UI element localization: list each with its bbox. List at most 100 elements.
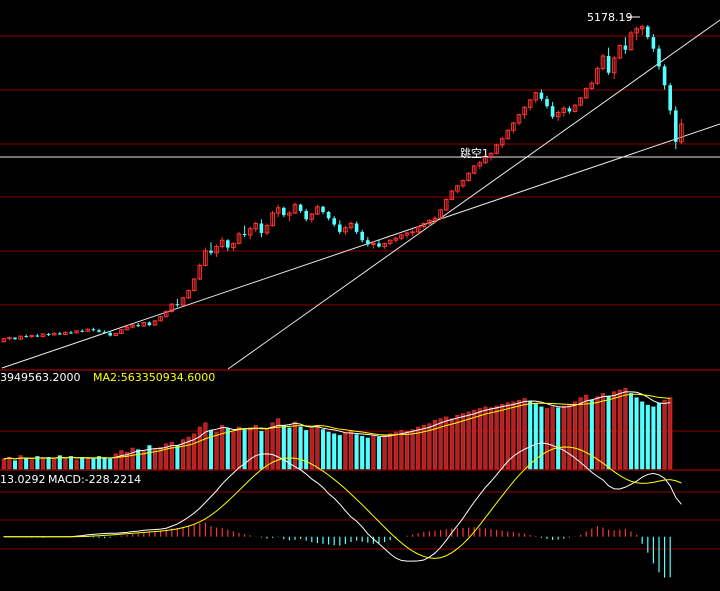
volume-ma2-line	[3, 393, 671, 460]
volume-bar-up	[617, 389, 622, 470]
volume-bar-up	[197, 426, 202, 470]
volume-bar-down	[68, 456, 74, 470]
volume-bar-up	[561, 405, 566, 470]
volume-bar-up	[522, 398, 527, 470]
candle-body-down	[91, 329, 96, 331]
volume-bar-down	[108, 458, 113, 470]
candle-body-up	[113, 332, 119, 337]
candle-body-down	[360, 231, 364, 241]
candle-body-up	[421, 223, 427, 228]
candle-body-up	[494, 144, 499, 154]
volume-bar-down	[287, 427, 292, 470]
candle-body-up	[203, 250, 208, 266]
candle-body-down	[58, 333, 62, 335]
volume-bar-up	[438, 418, 443, 470]
volume-bar-down	[528, 401, 533, 470]
macd-histogram	[3, 442, 682, 578]
candle-body-up	[315, 206, 320, 215]
candle-body-down	[136, 325, 140, 327]
candle-body-up	[387, 239, 393, 244]
volume-bar-down	[320, 429, 326, 470]
candle-body-up	[158, 316, 163, 322]
volume-bar-up	[421, 425, 426, 470]
volume-bar-down	[539, 406, 544, 470]
volume-bar-up	[180, 439, 186, 470]
volume-bar-up	[124, 451, 130, 470]
volume-bar-up	[600, 393, 606, 470]
candle-body-up	[371, 242, 376, 245]
volume-bar-up	[220, 425, 225, 470]
candle-body-down	[366, 240, 370, 245]
volume-bar-up	[382, 435, 387, 470]
volume-bar-down	[365, 437, 370, 470]
volume-bar-down	[46, 456, 51, 470]
macd-dea-line	[3, 446, 682, 559]
candle-body-up	[18, 335, 23, 340]
candle-body-up	[415, 226, 421, 233]
volume-bar-up	[511, 401, 516, 470]
candle-body-up	[477, 162, 483, 167]
candle-body-down	[567, 108, 572, 112]
candle-body-up	[231, 242, 236, 249]
volume-bar-up	[416, 426, 421, 470]
volume-bar-down	[96, 456, 102, 470]
volume-bar-down	[225, 428, 230, 470]
volume-bar-down	[656, 403, 662, 470]
volume-bar-up	[186, 436, 191, 470]
candle-body-up	[393, 237, 399, 241]
volume-bar-down	[326, 431, 331, 470]
candle-body-up	[63, 331, 68, 335]
volume-bar-up	[494, 405, 499, 470]
candle-body-up	[589, 82, 595, 89]
candle-body-up	[527, 99, 533, 108]
volume-bar-up	[231, 431, 236, 470]
volume-bar-up	[343, 432, 348, 470]
candle-body-down	[35, 335, 40, 337]
volume-bar-up	[192, 433, 197, 470]
candle-body-up	[438, 209, 443, 219]
candle-body-down	[662, 66, 667, 86]
candle-body-up	[152, 320, 158, 326]
volume-bar-up	[505, 402, 510, 470]
candle-body-down	[108, 332, 112, 336]
volume-bar-up	[18, 455, 23, 470]
volume-bar-up	[270, 422, 275, 470]
candle-body-up	[219, 239, 225, 248]
volume-bar-up	[572, 401, 578, 470]
candle-body-up	[488, 152, 494, 157]
candle-body-up	[264, 225, 270, 234]
volume-bar-up	[578, 397, 583, 470]
volume-bar-down	[645, 404, 650, 470]
candle-body-up	[275, 207, 281, 214]
volume-bar-down	[80, 456, 85, 470]
volume-bar-up	[668, 397, 673, 470]
volume-bar-up	[393, 431, 398, 470]
volume-bar-up	[612, 391, 617, 470]
candle-body-up	[432, 217, 438, 221]
volume-bar-up	[432, 420, 438, 470]
candle-body-up	[51, 332, 57, 336]
candle-body-up	[483, 155, 488, 164]
candle-body-up	[124, 326, 130, 331]
volume-bar-up	[113, 453, 118, 470]
volume-bar-up	[348, 430, 354, 470]
candle-body-up	[270, 212, 275, 227]
volume-bar-down	[57, 455, 62, 470]
candle-body-up	[236, 233, 242, 244]
candle-body-up	[499, 138, 505, 146]
candle-body-down	[606, 55, 611, 73]
volume-bar-up	[141, 451, 146, 470]
candle-body-up	[511, 122, 516, 131]
volume-bar-down	[298, 426, 303, 470]
candle-body-up	[555, 112, 561, 118]
candle-body-down	[209, 250, 213, 253]
candle-body-down	[657, 48, 661, 67]
candle-body-down	[226, 240, 230, 248]
volume-bar-down	[332, 433, 337, 470]
volume-bar-down	[360, 435, 365, 470]
candle-body-up	[141, 321, 147, 327]
candle-body-down	[651, 37, 656, 49]
macd-dif-line	[3, 442, 682, 562]
candle-body-up	[343, 227, 348, 233]
candle-body-down	[545, 98, 549, 107]
